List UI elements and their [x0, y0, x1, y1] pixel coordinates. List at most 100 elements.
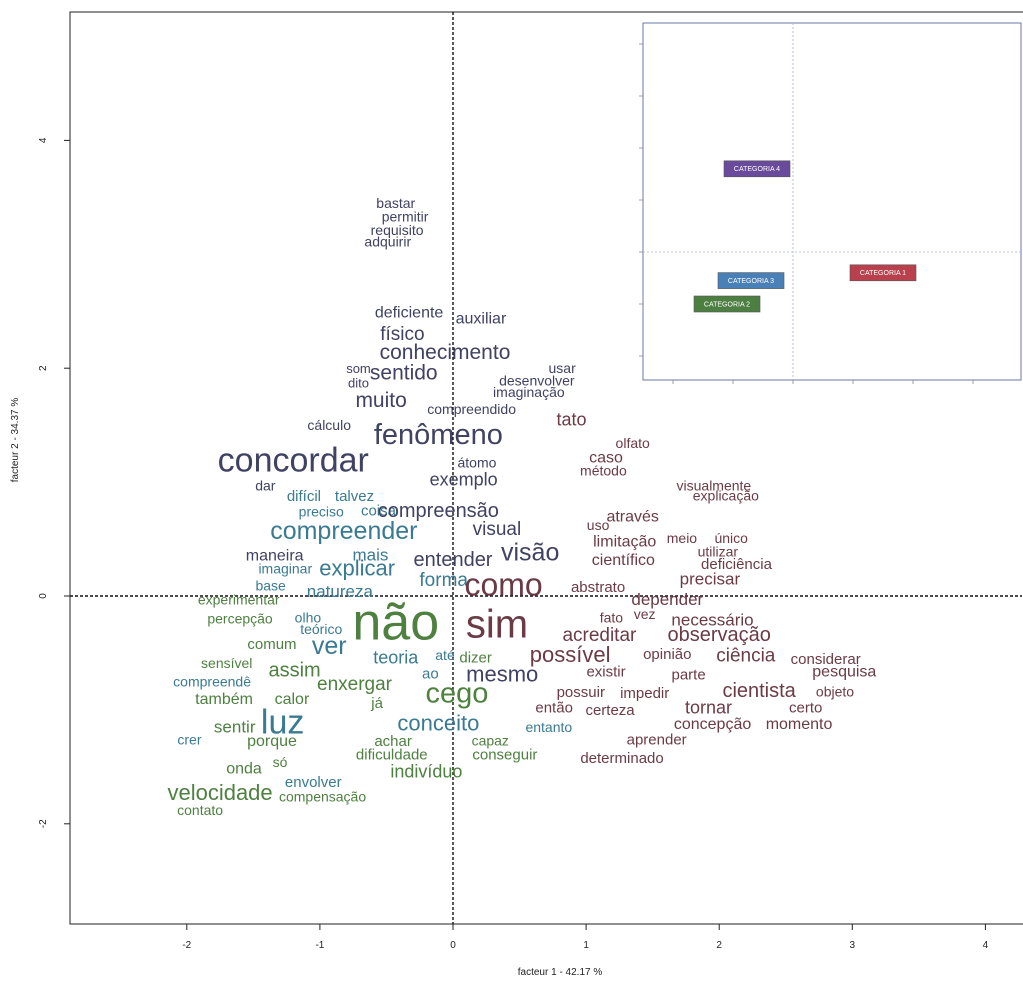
word-categoria_2: contato	[177, 802, 223, 818]
word-categoria_4: bastar	[376, 195, 415, 211]
word-categoria_1: abstrato	[571, 579, 625, 596]
word-categoria_1: então	[535, 700, 573, 717]
inset-category-box	[723, 160, 791, 178]
word-categoria_1: considerar	[791, 651, 861, 668]
word-categoria_2: calor	[275, 691, 310, 708]
word-categoria_2: cego	[426, 678, 489, 710]
word-categoria_1: meio	[667, 530, 698, 546]
y-tick-label: 2	[38, 365, 49, 371]
word-categoria_1: tornar	[685, 698, 732, 718]
word-categoria_2: onda	[226, 760, 262, 777]
y-tick-label: -2	[38, 819, 49, 828]
word-categoria_3: conceito	[397, 711, 479, 736]
x-tick-label: 3	[850, 940, 856, 951]
word-categoria_1: necessário	[671, 611, 753, 630]
word-categoria_4: sentido	[370, 361, 438, 384]
word-categoria_4: desenvolver	[499, 373, 575, 389]
word-categoria_3: natureza	[307, 582, 374, 601]
word-categoria_1: precisar	[680, 570, 741, 589]
word-categoria_3: entanto	[525, 719, 572, 735]
word-categoria_4: físico	[380, 324, 424, 345]
y-tick-label: 4	[38, 137, 49, 143]
x-tick-label: 4	[983, 940, 989, 951]
word-categoria_4: exemplo	[430, 470, 498, 490]
inset-category-box	[693, 295, 761, 313]
word-categoria_1: possuir	[557, 684, 605, 701]
word-categoria_3: compreendê	[173, 673, 251, 689]
word-categoria_1: tato	[556, 409, 586, 429]
axes-layer: -2 -1 0 1 2 3 4 -2 0 2 4	[38, 12, 1022, 951]
word-categoria_2: já	[370, 695, 383, 712]
word-categoria_1: certo	[789, 700, 822, 717]
word-categoria_4: visual	[473, 519, 522, 540]
word-categoria_2: sensível	[201, 655, 252, 671]
word-categoria_1: através	[606, 509, 658, 526]
word-categoria_1: aprender	[627, 732, 687, 749]
word-categoria_2: assim	[268, 659, 320, 681]
word-categoria_4: cálculo	[307, 417, 351, 433]
word-categoria_1: método	[580, 463, 627, 479]
word-categoria_1: uso	[587, 517, 610, 533]
word-categoria_2: só	[273, 754, 288, 770]
word-categoria_2: dizer	[459, 650, 492, 667]
word-categoria_1: existir	[586, 663, 625, 680]
word-categoria_3: envolver	[285, 774, 342, 791]
word-categoria_3: olho	[295, 609, 322, 625]
word-categoria_2: conseguir	[472, 746, 537, 763]
word-categoria_2: compensação	[279, 788, 366, 804]
word-categoria_3: até	[435, 647, 455, 663]
plot-frame	[69, 11, 1023, 925]
word-categoria_1: caso	[589, 449, 623, 466]
word-categoria_4: compreendido	[427, 401, 516, 417]
word-categoria_3: ao	[422, 666, 439, 683]
word-categoria_3: talvez	[335, 488, 374, 505]
word-categoria_1: concepção	[674, 716, 751, 733]
word-categoria_4: visão	[501, 538, 559, 566]
word-categoria_4: dito	[348, 376, 369, 391]
word-categoria_1: deficiência	[701, 556, 773, 573]
word-categoria_3: crer	[177, 731, 201, 747]
category-inset: CATEGORIA 4 CATEGORIA 3 CATEGORIA 2 CATEGOR…	[639, 22, 1022, 384]
word-categoria_4: concordar	[218, 442, 369, 480]
word-categoria_4: usar	[549, 360, 577, 376]
word-categoria_1: opinião	[643, 646, 691, 663]
word-categoria_4: permitir	[382, 209, 429, 225]
word-categoria_1: vez	[634, 606, 656, 622]
word-categoria_1: determinado	[580, 750, 663, 767]
word-categoria_4: conhecimento	[380, 341, 511, 364]
y-axis-title: facteur 2 - 34.37 %	[10, 398, 21, 483]
word-categoria_1: parte	[671, 667, 705, 684]
word-categoria_1: ciência	[716, 645, 776, 666]
word-categoria_1: acreditar	[562, 625, 637, 646]
word-categoria_1: fato	[600, 609, 624, 625]
word-categoria_2: experimentar	[198, 591, 280, 607]
word-categoria_3: imaginar	[258, 561, 312, 577]
word-categoria_1: olfato	[616, 435, 650, 451]
inset-category-label: CATEGORIA 2	[704, 301, 750, 308]
word-categoria_4: entender	[414, 549, 493, 571]
inset-category-box	[717, 272, 785, 289]
word-categoria_4: compreensão	[378, 500, 499, 522]
word-categoria_1: sim	[466, 602, 528, 646]
word-categoria_3: teoria	[373, 647, 419, 667]
word-categoria_3: preciso	[299, 504, 344, 520]
word-categoria_2: sentir	[214, 718, 256, 737]
word-categoria_1: explicação	[693, 488, 759, 504]
word-categoria_1: pesquisa	[812, 664, 876, 681]
word-categoria_1: possível	[530, 642, 611, 667]
inset-category-label: CATEGORIA 1	[860, 270, 906, 277]
word-categoria_3: luz	[261, 704, 304, 742]
x-tick-label: -1	[315, 940, 324, 951]
word-categoria_2: não	[352, 593, 439, 651]
word-categoria_2: porque	[247, 733, 297, 750]
word-categoria_4: adquirir	[364, 234, 411, 250]
word-categoria_1: científico	[592, 552, 655, 569]
word-categoria_2: capaz	[472, 732, 509, 748]
word-categoria_4: deficiente	[375, 305, 444, 322]
word-categoria_1: momento	[766, 716, 833, 733]
word-categoria_2: velocidade	[167, 780, 272, 805]
x-tick-label: 2	[716, 940, 722, 951]
word-categoria_1: depender	[631, 590, 703, 609]
